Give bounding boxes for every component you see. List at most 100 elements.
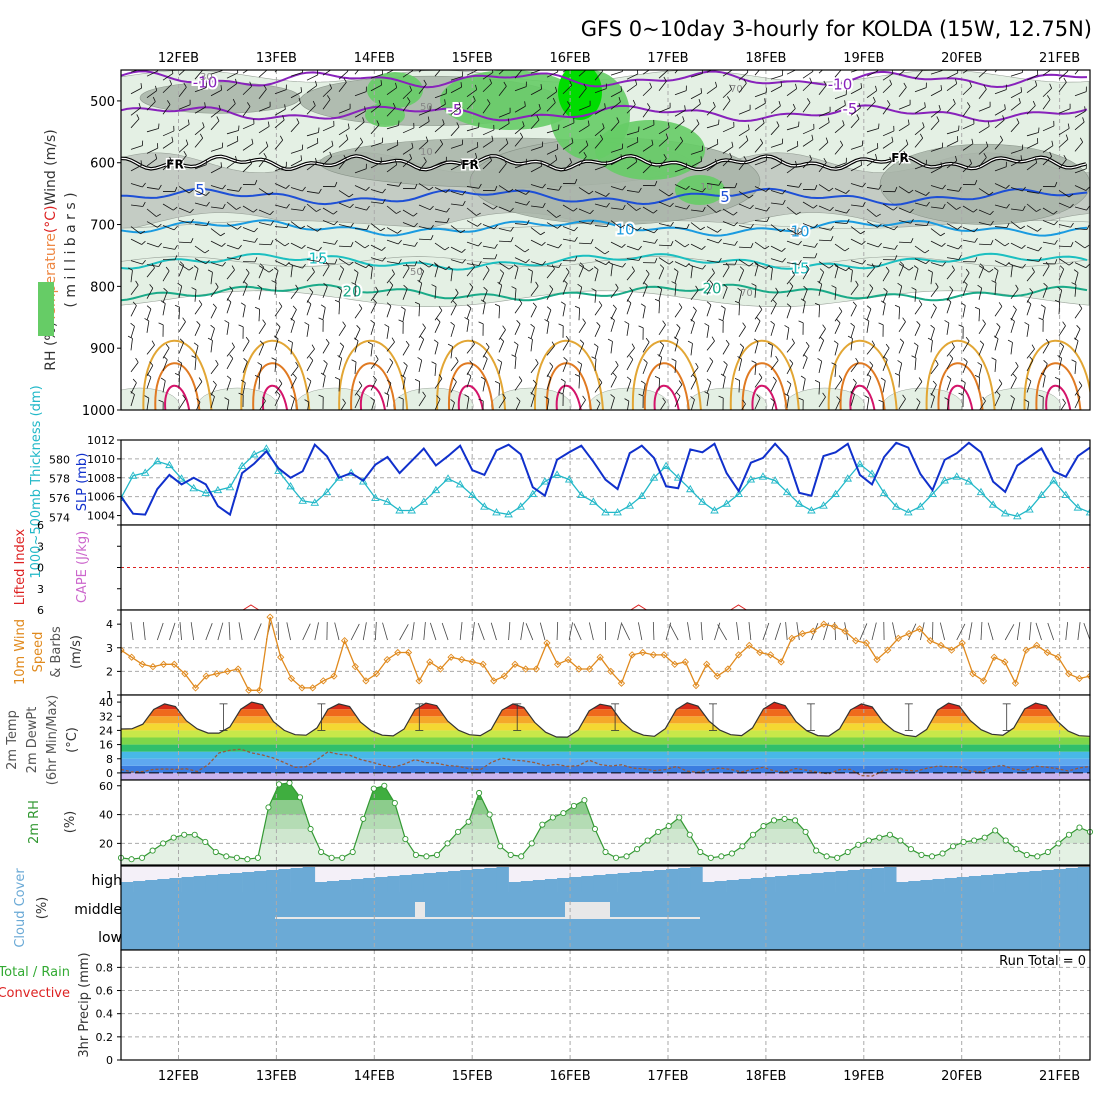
- rh-point: [570, 802, 577, 809]
- wind-barb: [1074, 385, 1083, 396]
- wind-barb: [1010, 122, 1020, 133]
- wind-barb: [610, 263, 623, 268]
- wind-barb: [226, 103, 236, 113]
- wind-barb: [450, 191, 463, 196]
- wind-barb: [754, 264, 759, 277]
- wind-barb: [498, 86, 507, 96]
- thickness-point: [916, 502, 925, 510]
- wind-barb: [722, 208, 734, 216]
- wind-barb: [962, 239, 975, 243]
- wind-barb: [994, 383, 1003, 394]
- wind-barb-flag: [654, 180, 658, 186]
- low-level-isotherm: [643, 362, 690, 410]
- wind-barb-flag: [910, 237, 914, 243]
- rh-axis-label: 2m RH: [27, 800, 42, 844]
- wind-barb-flag: [684, 243, 690, 248]
- wind-barb-flag: [231, 265, 235, 271]
- wind-barb: [194, 289, 197, 302]
- wind-barb: [466, 397, 470, 410]
- wind-barb: [850, 382, 857, 394]
- wind-barb-flag: [389, 358, 394, 363]
- wind-barb: [386, 239, 399, 245]
- wind-barb: [386, 362, 394, 374]
- thickness-point: [516, 502, 525, 510]
- wind-barb: [978, 106, 991, 112]
- wind-barb-flag: [411, 142, 414, 148]
- low-level-isotherm: [827, 339, 898, 410]
- low-level-isotherm: [839, 362, 886, 410]
- wind-barb-flag: [160, 377, 166, 382]
- wind-barb-flag: [720, 305, 726, 309]
- wind-barb-flag: [386, 379, 392, 384]
- wind-barb-flag: [734, 378, 740, 381]
- wind-barb-flag: [893, 206, 898, 211]
- wind-barb-flag: [577, 361, 582, 365]
- wind-barb-flag: [751, 360, 757, 364]
- wind-barb: [466, 375, 472, 388]
- temp-color-band: [121, 723, 1090, 731]
- wind-barb: [402, 365, 408, 378]
- wind-barb: [866, 70, 878, 77]
- thickness-point: [613, 508, 622, 516]
- wind-barb: [354, 185, 367, 191]
- wind-barb: [194, 245, 206, 254]
- wind-barb: [706, 124, 719, 129]
- wind-barb: [306, 225, 318, 232]
- wind-barb: [562, 304, 566, 317]
- panel-frame: [120, 779, 1091, 866]
- wind-barb-flag: [350, 241, 354, 247]
- wind-barb-flag: [273, 267, 279, 271]
- wind-barb: [146, 288, 154, 299]
- wind-barb-flag: [1032, 100, 1036, 106]
- cloud-high-column: [993, 874, 1006, 892]
- wind-barb-flag: [179, 338, 184, 343]
- wind-barb-flag: [141, 240, 146, 245]
- wind-barb: [802, 289, 808, 301]
- wind-barb-flag: [478, 321, 484, 325]
- wind-barb-flag: [342, 398, 346, 404]
- wind-barb: [130, 87, 142, 95]
- rh-contour-label: 10: [420, 147, 433, 158]
- wind-barb-flag: [725, 262, 730, 268]
- wind-barb: [946, 189, 959, 192]
- wind-barb: [418, 339, 425, 351]
- wind-barb: [738, 380, 741, 393]
- wind-barb-flag: [742, 399, 746, 405]
- wind-barb: [771, 401, 775, 410]
- wind-barb-flag: [573, 207, 578, 212]
- wind-barb: [338, 268, 345, 281]
- wind-barb-flag: [899, 338, 904, 343]
- wind-barb-flag: [823, 157, 827, 163]
- wind-barb: [1026, 132, 1039, 137]
- wind-speed-point: [181, 670, 189, 678]
- wind-barb: [754, 263, 767, 270]
- wind-barb-flag: [862, 201, 866, 207]
- temp-color-band: [121, 772, 1090, 780]
- wind-speed-point: [947, 646, 956, 654]
- wind-speed-point: [340, 637, 349, 645]
- wind-barb-flag: [174, 304, 180, 308]
- wind-barb-flag: [503, 81, 507, 87]
- wind-barb-flag: [1016, 118, 1020, 124]
- wind-speed-point: [894, 634, 902, 642]
- cloud-high-column: [944, 878, 958, 892]
- wind-barb-flag: [918, 300, 923, 305]
- low-level-isotherm: [154, 362, 201, 410]
- wind-barb-flag: [436, 395, 441, 400]
- wind-barb-flag: [300, 87, 302, 93]
- wind-barb-flag: [942, 261, 946, 267]
- wind-barb-flag: [748, 194, 754, 199]
- wind-barb: [626, 190, 639, 193]
- isotherm-label: -10: [828, 76, 853, 94]
- top-date-label: 18FEB: [745, 51, 786, 66]
- wind-barb-flag: [876, 213, 881, 217]
- wind-barb: [978, 287, 983, 300]
- wind-barb: [930, 396, 935, 409]
- wind-barb: [1074, 110, 1086, 118]
- wind-barb: [130, 164, 142, 172]
- wind-barb-flag: [419, 267, 424, 272]
- wind-barb: [194, 126, 205, 136]
- wind-barb-flag: [174, 255, 178, 260]
- thickness-point: [1061, 490, 1071, 499]
- wind-barb-flag: [446, 207, 450, 213]
